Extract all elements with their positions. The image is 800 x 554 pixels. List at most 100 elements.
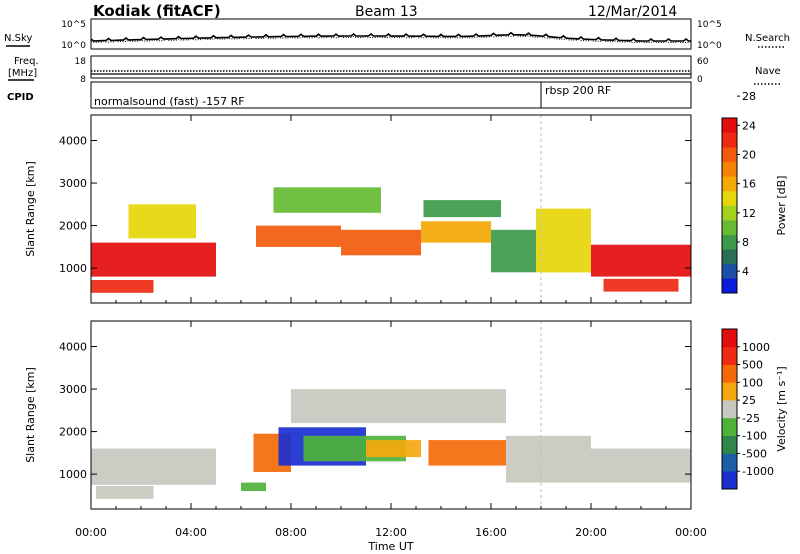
x-tick-label: 08:00 bbox=[275, 526, 307, 539]
colorbar-tick-label: -500 bbox=[742, 447, 767, 460]
velocity-data-region bbox=[291, 389, 506, 424]
colorbar-cell bbox=[722, 132, 737, 148]
colorbar-cell bbox=[722, 417, 737, 436]
nsky-right-tick-bottom: 10^0 bbox=[697, 41, 722, 51]
y-tick-label: 3000 bbox=[59, 177, 87, 190]
colorbar-cell bbox=[722, 118, 737, 133]
power-data-region bbox=[421, 221, 491, 243]
power-data-region bbox=[128, 204, 196, 239]
velocity-data-region bbox=[91, 448, 216, 485]
freq-left-tick-bottom: 8 bbox=[80, 75, 86, 85]
colorbar-cell bbox=[722, 329, 737, 348]
y-tick-label: 4000 bbox=[59, 135, 87, 148]
y-tick-label: 1000 bbox=[59, 468, 87, 481]
x-tick-label: 16:00 bbox=[475, 526, 507, 539]
nsky-left-tick-bottom: 10^0 bbox=[61, 41, 86, 51]
cpid-label: CPID bbox=[7, 92, 34, 103]
date-title: 12/Mar/2014 bbox=[588, 4, 677, 20]
colorbar-cell bbox=[722, 453, 737, 472]
velocity-data-region bbox=[96, 486, 154, 499]
x-tick-label: 00:00 bbox=[675, 526, 707, 539]
power-data-region bbox=[341, 229, 421, 256]
colorbar-tick-label: -1000 bbox=[742, 465, 774, 478]
nsky-panel: N.Sky 10^5 10^0 10^5 10^0 N.Search bbox=[4, 18, 790, 51]
colorbar-tick-label: 16 bbox=[742, 178, 756, 191]
freq-left-tick-top: 18 bbox=[75, 57, 87, 67]
colorbar-tick-label: 20 bbox=[742, 148, 756, 161]
y-tick-label: 1000 bbox=[59, 262, 87, 275]
y-tick-label: 3000 bbox=[59, 383, 87, 396]
power-data-region bbox=[603, 278, 679, 292]
power-panel: 1000 2000 3000 4000 Slant Range [km] 4 8 12 16 20… bbox=[24, 90, 788, 304]
power-data-region bbox=[256, 225, 341, 247]
colorbar-tick-label: 100 bbox=[742, 376, 763, 389]
power-data-region bbox=[423, 200, 501, 218]
nave-label: Nave bbox=[755, 66, 781, 77]
colorbar-cell bbox=[722, 205, 737, 221]
velocity-panel: 1000 2000 3000 4000 Slant Range [km] 1000 500 1… bbox=[24, 320, 788, 510]
colorbar-tick-label: -25 bbox=[742, 412, 760, 425]
colorbar-tick-label: 8 bbox=[742, 236, 749, 249]
colorbar-cell bbox=[722, 346, 737, 365]
colorbar-tick-label: -100 bbox=[742, 430, 767, 443]
power-data-region bbox=[91, 242, 216, 277]
colorbar-label: Power [dB] bbox=[775, 176, 788, 236]
y-axis-label: Slant Range [km] bbox=[24, 367, 37, 463]
colorbar-cell bbox=[722, 471, 737, 490]
x-tick-label: 20:00 bbox=[575, 526, 607, 539]
nsearch-trace bbox=[90, 34, 692, 43]
colorbar-cell bbox=[722, 249, 737, 265]
x-tick-label: 12:00 bbox=[375, 526, 407, 539]
velocity-plot-area bbox=[91, 321, 691, 509]
nsearch-label: N.Search bbox=[745, 33, 790, 44]
power-plot-area bbox=[91, 115, 691, 303]
colorbar-tick-label: 12 bbox=[742, 207, 756, 220]
colorbar-tick-label: 24 bbox=[742, 119, 756, 132]
colorbar-cell bbox=[722, 400, 737, 419]
freq-label-line1: Freq. bbox=[14, 56, 39, 67]
x-tick-label: 00:00 bbox=[75, 526, 107, 539]
power-data-region bbox=[536, 208, 591, 273]
power-data-region bbox=[591, 244, 691, 277]
cpid-panel: CPID normalsound (fast) -157 RF rbsp 200… bbox=[7, 81, 692, 109]
velocity-data-region bbox=[591, 448, 691, 483]
beam-title: Beam 13 bbox=[355, 4, 418, 20]
nsky-label: N.Sky bbox=[4, 33, 32, 44]
freq-frame bbox=[90, 55, 692, 79]
station-title: Kodiak (fitACF) bbox=[93, 2, 221, 20]
colorbar-tick-label: 1000 bbox=[742, 341, 770, 354]
colorbar-tick-label: 500 bbox=[742, 359, 763, 372]
colorbar-cell bbox=[722, 382, 737, 401]
colorbar-cell bbox=[722, 220, 737, 235]
colorbar-cell bbox=[722, 278, 737, 294]
colorbar-label: Velocity [m s⁻¹] bbox=[775, 366, 788, 451]
colorbar-cell bbox=[722, 176, 737, 192]
velocity-data-region bbox=[241, 482, 266, 492]
colorbar-tick-label: 4 bbox=[742, 265, 749, 278]
colorbar-cell bbox=[722, 161, 737, 177]
nsky-right-tick-top: 10^5 bbox=[697, 20, 722, 30]
cpid-segment-2: rbsp 200 RF bbox=[545, 84, 611, 97]
cpid-frame bbox=[90, 81, 692, 109]
nsky-left-tick-top: 10^5 bbox=[61, 20, 86, 30]
freq-right-tick-top: 60 bbox=[697, 57, 709, 67]
velocity-data-region bbox=[428, 440, 506, 466]
nsky-frame bbox=[90, 18, 692, 50]
y-axis-label: Slant Range [km] bbox=[24, 161, 37, 257]
freq-right-tick-bottom: 0 bbox=[697, 75, 703, 85]
power-data-region bbox=[273, 187, 381, 213]
velocity-data-region bbox=[366, 440, 421, 458]
colorbar-tick-label: 28 bbox=[742, 90, 756, 103]
colorbar-cell bbox=[722, 364, 737, 383]
power-data-region bbox=[491, 229, 536, 273]
x-axis-label: Time UT bbox=[367, 540, 413, 553]
y-tick-label: 2000 bbox=[59, 220, 87, 233]
y-tick-label: 4000 bbox=[59, 341, 87, 354]
freq-panel: Freq. [MHz] 18 8 60 0 Nave bbox=[8, 55, 782, 85]
colorbar-cell bbox=[722, 190, 737, 206]
colorbar-cell bbox=[722, 147, 737, 163]
colorbar-cell bbox=[722, 435, 737, 454]
colorbar-cell bbox=[722, 263, 737, 279]
x-tick-label: 04:00 bbox=[175, 526, 207, 539]
